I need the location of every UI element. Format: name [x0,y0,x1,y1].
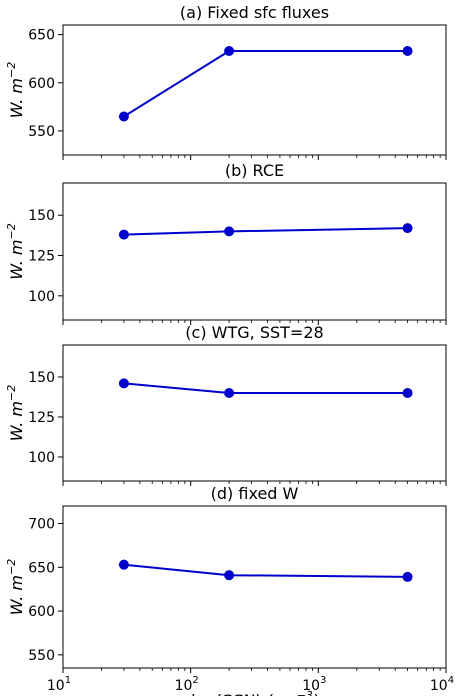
y-axis-label-text: W. m [7,78,26,118]
x-tick-base: 10 [302,678,320,694]
y-axis-label-exponent: −2 [5,559,18,575]
y-tick-label: 600 [28,76,55,92]
panel-title: (b) RCE [225,161,284,180]
plot-frame [62,182,447,321]
y-axis-label-text: W. m [7,401,26,441]
data-point [118,378,129,389]
x-axis-label-text: log(CCN) (cm [190,691,297,696]
data-point [402,388,413,398]
x-tick-exponent: 3 [320,675,326,686]
plot-frame [62,505,447,669]
y-tick-label: 600 [28,604,55,620]
data-point [224,226,235,237]
y-tick-label: 550 [28,124,55,140]
x-axis-label-close: ) [312,691,319,696]
panel-title: (a) Fixed sfc fluxes [180,3,329,22]
x-tick-exponent: 1 [65,675,71,686]
y-tick-label: 150 [28,208,55,224]
y-tick-label: 650 [28,560,55,576]
x-tick-label: 101 [47,675,71,694]
y-axis-label: W. m−2 [5,223,26,280]
x-axis-label-exponent: −3 [297,689,313,696]
y-axis-label: W. m−2 [5,559,26,616]
series-line [123,563,408,578]
y-axis-label-exponent: −2 [5,223,18,239]
x-tick-base: 10 [47,678,65,694]
data-point [118,111,129,122]
data-point [402,571,413,582]
y-tick-label: 700 [28,517,55,533]
x-tick-label: 102 [175,675,199,694]
y-axis-label-text: W. m [7,239,26,279]
y-tick-label: 650 [28,28,55,44]
y-axis-label-exponent: −2 [5,385,18,401]
series-line [123,382,408,394]
data-point [402,46,413,56]
y-tick-label: 125 [28,249,55,265]
x-tick-exponent: 4 [448,675,454,686]
y-axis-label: W. m−2 [5,62,26,119]
data-point [118,559,129,570]
y-axis-label-text: W. m [7,575,26,615]
panel-a: (a) Fixed sfc fluxes 550 600 650 W. m−2 [5,3,447,160]
data-point [224,46,235,56]
y-tick-label: 550 [28,648,55,664]
x-axis-label: log(CCN) (cm−3) [190,689,319,696]
panel-title: (c) WTG, SST=28 [185,323,323,342]
series-line [123,227,408,236]
x-tick-label: 104 [430,675,454,694]
x-tick-base: 10 [430,678,448,694]
panel-title: (d) fixed W [211,484,299,503]
plot-frame [62,344,447,482]
y-tick-label: 100 [28,289,55,305]
y-tick-label: 150 [28,370,55,386]
data-point [118,229,129,240]
data-point [224,388,235,398]
y-tick-label: 125 [28,410,55,426]
y-axis-label-exponent: −2 [5,62,18,78]
x-tick-base: 10 [175,678,193,694]
y-tick-label: 100 [28,450,55,466]
plot-frame [62,24,447,156]
data-point [224,570,235,581]
x-tick-exponent: 2 [192,675,198,686]
series-line [123,50,408,118]
x-tick-label: 103 [302,675,326,694]
y-axis-label: W. m−2 [5,385,26,442]
data-point [402,223,413,234]
